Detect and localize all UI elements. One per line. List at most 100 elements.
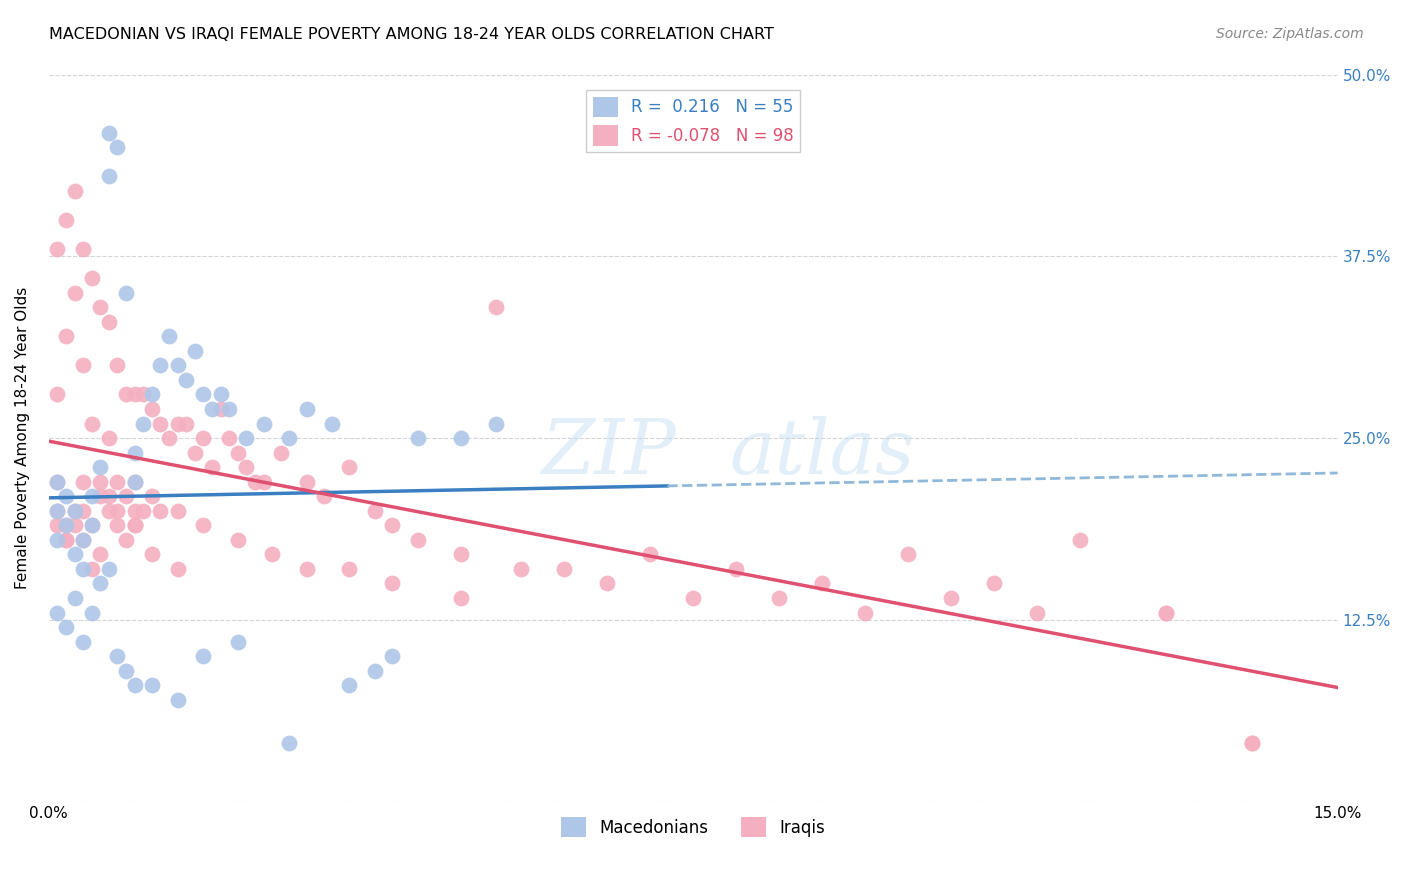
- Point: [72, 475, 94, 489]
- Point: [270, 445, 292, 459]
- Point: [55, 533, 77, 547]
- Point: [80, 489, 103, 503]
- Point: [1154, 606, 1177, 620]
- Point: [72, 562, 94, 576]
- Point: [141, 401, 163, 416]
- Point: [46, 387, 69, 401]
- Point: [63, 184, 86, 198]
- Point: [339, 562, 361, 576]
- Point: [124, 475, 146, 489]
- Point: [115, 387, 138, 401]
- Point: [262, 547, 284, 561]
- Legend: Macedonians, Iraqis: Macedonians, Iraqis: [554, 811, 832, 844]
- Point: [89, 475, 111, 489]
- Point: [450, 547, 472, 561]
- Text: atlas: atlas: [730, 416, 915, 490]
- Point: [55, 620, 77, 634]
- Point: [193, 387, 215, 401]
- Point: [450, 591, 472, 605]
- Point: [63, 504, 86, 518]
- Point: [1240, 736, 1263, 750]
- Point: [46, 475, 69, 489]
- Point: [97, 489, 120, 503]
- Point: [174, 417, 197, 431]
- Point: [166, 693, 188, 707]
- Point: [278, 736, 301, 750]
- Point: [124, 678, 146, 692]
- Point: [235, 460, 257, 475]
- Point: [124, 445, 146, 459]
- Point: [107, 140, 129, 154]
- Point: [72, 533, 94, 547]
- Text: Source: ZipAtlas.com: Source: ZipAtlas.com: [1216, 27, 1364, 41]
- Point: [184, 343, 207, 358]
- Point: [80, 518, 103, 533]
- Point: [201, 401, 224, 416]
- Point: [63, 285, 86, 300]
- Point: [166, 359, 188, 373]
- Point: [1069, 533, 1091, 547]
- Point: [89, 489, 111, 503]
- Point: [381, 518, 404, 533]
- Text: MACEDONIAN VS IRAQI FEMALE POVERTY AMONG 18-24 YEAR OLDS CORRELATION CHART: MACEDONIAN VS IRAQI FEMALE POVERTY AMONG…: [49, 27, 775, 42]
- Point: [97, 169, 120, 184]
- Point: [381, 576, 404, 591]
- Point: [596, 576, 619, 591]
- Point: [811, 576, 834, 591]
- Point: [55, 329, 77, 343]
- Point: [226, 634, 249, 648]
- Point: [132, 417, 155, 431]
- Point: [1240, 736, 1263, 750]
- Point: [339, 678, 361, 692]
- Point: [46, 475, 69, 489]
- Point: [157, 431, 180, 445]
- Point: [63, 518, 86, 533]
- Point: [193, 518, 215, 533]
- Point: [63, 504, 86, 518]
- Point: [278, 431, 301, 445]
- Point: [72, 634, 94, 648]
- Point: [149, 504, 172, 518]
- Point: [55, 518, 77, 533]
- Point: [406, 431, 429, 445]
- Point: [115, 533, 138, 547]
- Point: [55, 213, 77, 227]
- Point: [141, 387, 163, 401]
- Point: [174, 373, 197, 387]
- Point: [97, 562, 120, 576]
- Point: [124, 504, 146, 518]
- Point: [132, 504, 155, 518]
- Point: [406, 533, 429, 547]
- Point: [80, 518, 103, 533]
- Point: [209, 401, 232, 416]
- Point: [226, 445, 249, 459]
- Point: [89, 300, 111, 314]
- Point: [80, 606, 103, 620]
- Point: [853, 606, 876, 620]
- Point: [157, 329, 180, 343]
- Point: [339, 460, 361, 475]
- Point: [141, 489, 163, 503]
- Point: [46, 533, 69, 547]
- Point: [897, 547, 920, 561]
- Point: [80, 562, 103, 576]
- Point: [295, 475, 318, 489]
- Point: [381, 649, 404, 664]
- Point: [149, 417, 172, 431]
- Point: [107, 504, 129, 518]
- Point: [72, 504, 94, 518]
- Point: [682, 591, 704, 605]
- Point: [115, 285, 138, 300]
- Point: [124, 518, 146, 533]
- Point: [89, 576, 111, 591]
- Point: [124, 475, 146, 489]
- Point: [141, 678, 163, 692]
- Point: [166, 562, 188, 576]
- Point: [55, 489, 77, 503]
- Point: [209, 387, 232, 401]
- Point: [725, 562, 748, 576]
- Point: [235, 431, 257, 445]
- Point: [226, 533, 249, 547]
- Point: [115, 664, 138, 678]
- Y-axis label: Female Poverty Among 18-24 Year Olds: Female Poverty Among 18-24 Year Olds: [15, 287, 30, 590]
